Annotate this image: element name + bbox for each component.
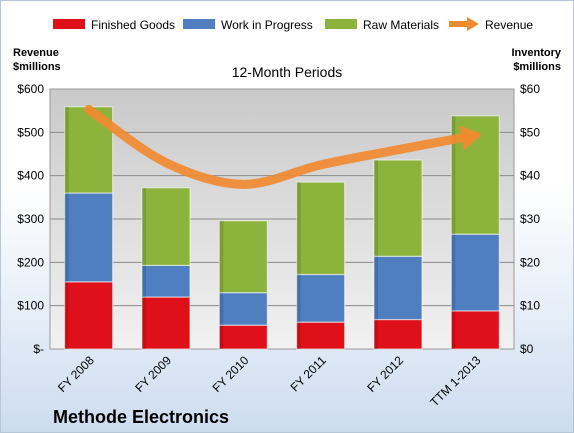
grid-lines (50, 131, 514, 307)
left-axis-title-line1: Revenue (13, 47, 59, 59)
bar-finished-goods (64, 281, 114, 350)
revenue-line (84, 104, 480, 189)
bar-work-in-progress (64, 192, 114, 283)
bar-finished-goods (218, 324, 268, 350)
bar-raw-materials (141, 187, 191, 266)
x-tick-label: FY 2010 (210, 353, 252, 395)
right-axis-ticks: $0 $10 $20 $30 $40 $50 $60 (520, 82, 540, 356)
bar-raw-materials (373, 159, 423, 257)
left-axis-ticks: $- $100 $200 $300 $400 $500 $600 (17, 82, 44, 356)
bar-finished-goods (296, 321, 346, 350)
left-tick-label: $- (33, 342, 44, 356)
bar-shade (142, 187, 146, 266)
bar-work-in-progress (296, 273, 346, 323)
bar-work-in-progress (141, 264, 191, 298)
left-tick-label: $600 (17, 82, 44, 96)
bar-work-in-progress (373, 255, 423, 321)
bar-shade (374, 160, 378, 257)
bar-shade (64, 281, 69, 349)
bar-shade (374, 256, 378, 320)
right-tick-label: $50 (520, 125, 540, 139)
bar-shade (64, 193, 69, 282)
right-axis-title-line2: $millions (513, 61, 561, 73)
legend: Finished Goods Work in Progress Raw Mate… (53, 17, 533, 32)
bar-work-in-progress (218, 292, 268, 326)
bar-shade (451, 310, 456, 349)
x-tick-label: FY 2012 (364, 353, 406, 395)
bar-shade (451, 234, 456, 311)
left-tick-label: $100 (17, 299, 44, 313)
bar-raw-materials (296, 181, 346, 276)
x-tick-label: FY 2011 (288, 353, 329, 394)
left-tick-label: $500 (17, 125, 44, 139)
right-tick-label: $60 (520, 82, 540, 96)
bar-shade (296, 274, 301, 323)
legend-label-finished-goods: Finished Goods (91, 18, 175, 32)
right-tick-label: $0 (520, 342, 534, 356)
left-tick-label: $400 (17, 169, 44, 183)
bar-shade (296, 182, 301, 275)
right-tick-label: $30 (520, 212, 540, 226)
bar-finished-goods (373, 318, 423, 350)
revenue-arrowhead (459, 125, 482, 151)
right-tick-label: $20 (520, 255, 540, 269)
bar-shade (296, 322, 301, 349)
legend-label-revenue: Revenue (485, 18, 533, 32)
legend-swatch-raw-materials (325, 19, 357, 29)
revenue-line-group (84, 104, 482, 189)
x-tick-label: TTM 1-2013 (427, 353, 483, 409)
bar-shade (142, 265, 146, 297)
bar-raw-materials (218, 220, 268, 294)
bar-shade (142, 297, 146, 349)
bar-shade (219, 292, 224, 326)
bar-shade (219, 220, 224, 293)
bar-shade (219, 325, 224, 349)
right-tick-label: $10 (520, 299, 540, 313)
left-tick-label: $300 (17, 212, 44, 226)
left-axis-title-line2: $millions (13, 61, 61, 73)
bar-shade (451, 115, 456, 235)
bar-shade (374, 319, 378, 349)
legend-arrowhead-revenue (467, 17, 479, 31)
legend-label-work-in-progress: Work in Progress (221, 18, 313, 32)
legend-label-raw-materials: Raw Materials (363, 18, 439, 32)
bar-finished-goods (141, 296, 191, 350)
bar-shade (64, 106, 69, 193)
legend-swatch-finished-goods (53, 19, 85, 29)
bar-finished-goods (450, 310, 500, 350)
left-tick-label: $200 (17, 255, 44, 269)
bar-work-in-progress (450, 233, 500, 312)
right-axis-title-line1: Inventory (511, 47, 561, 59)
x-tick-label: FY 2008 (55, 353, 97, 395)
legend-swatch-work-in-progress (183, 19, 215, 29)
x-axis-ticks: FY 2008 FY 2009 FY 2010 FY 2011 FY 2012 TTM 1… (55, 353, 484, 409)
right-tick-label: $40 (520, 169, 540, 183)
chart-subtitle: 12-Month Periods (232, 64, 343, 80)
company-name: Methode Electronics (53, 407, 229, 427)
x-tick-label: FY 2009 (132, 353, 174, 395)
